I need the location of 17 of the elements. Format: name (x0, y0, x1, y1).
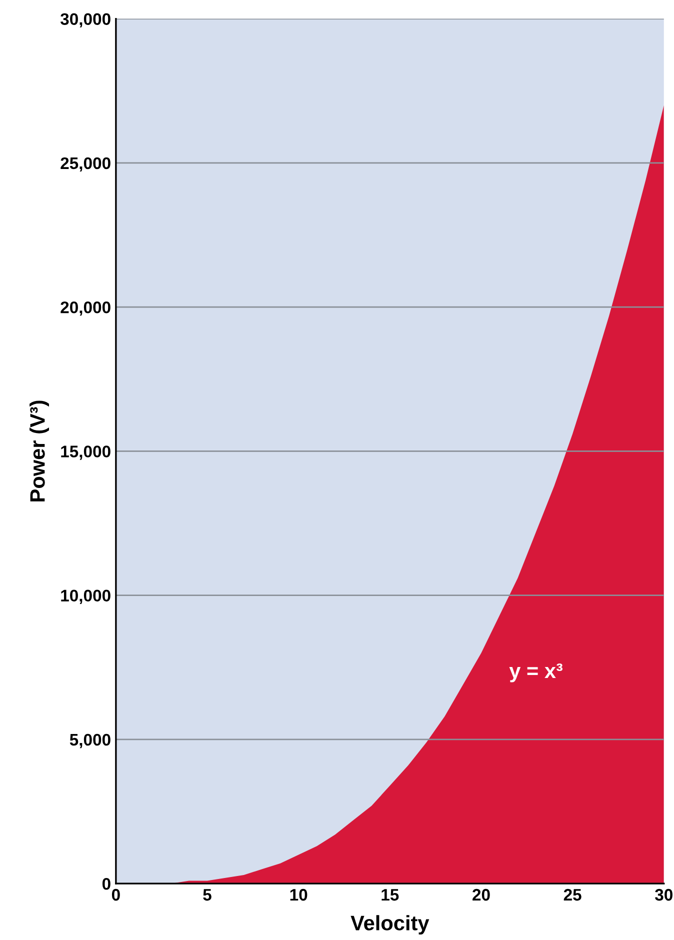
x-tick-label: 30 (655, 888, 672, 901)
y-tick-label: 5,000 (70, 734, 110, 748)
x-tick-label: 15 (382, 889, 399, 901)
x-tick-label: 5 (203, 889, 212, 901)
x-tick-label: 25 (564, 888, 582, 901)
y-tick-label: 15,000 (61, 446, 110, 460)
y-tick-label: 20,000 (60, 301, 110, 316)
x-tick-label: 0 (112, 888, 120, 901)
y-tick-label: 30,000 (60, 13, 110, 28)
y-tick-label: 25,000 (60, 157, 110, 172)
y-tick-label: 10,000 (61, 590, 110, 604)
y-axis-title: Power (V³) (30, 400, 49, 502)
x-axis-title: Velocity (350, 915, 430, 935)
x-tick-label: 20 (472, 888, 490, 901)
x-tick-label: 10 (290, 888, 308, 901)
y-tick-label: 0 (102, 878, 110, 890)
series-label: y = x³ (509, 663, 563, 682)
